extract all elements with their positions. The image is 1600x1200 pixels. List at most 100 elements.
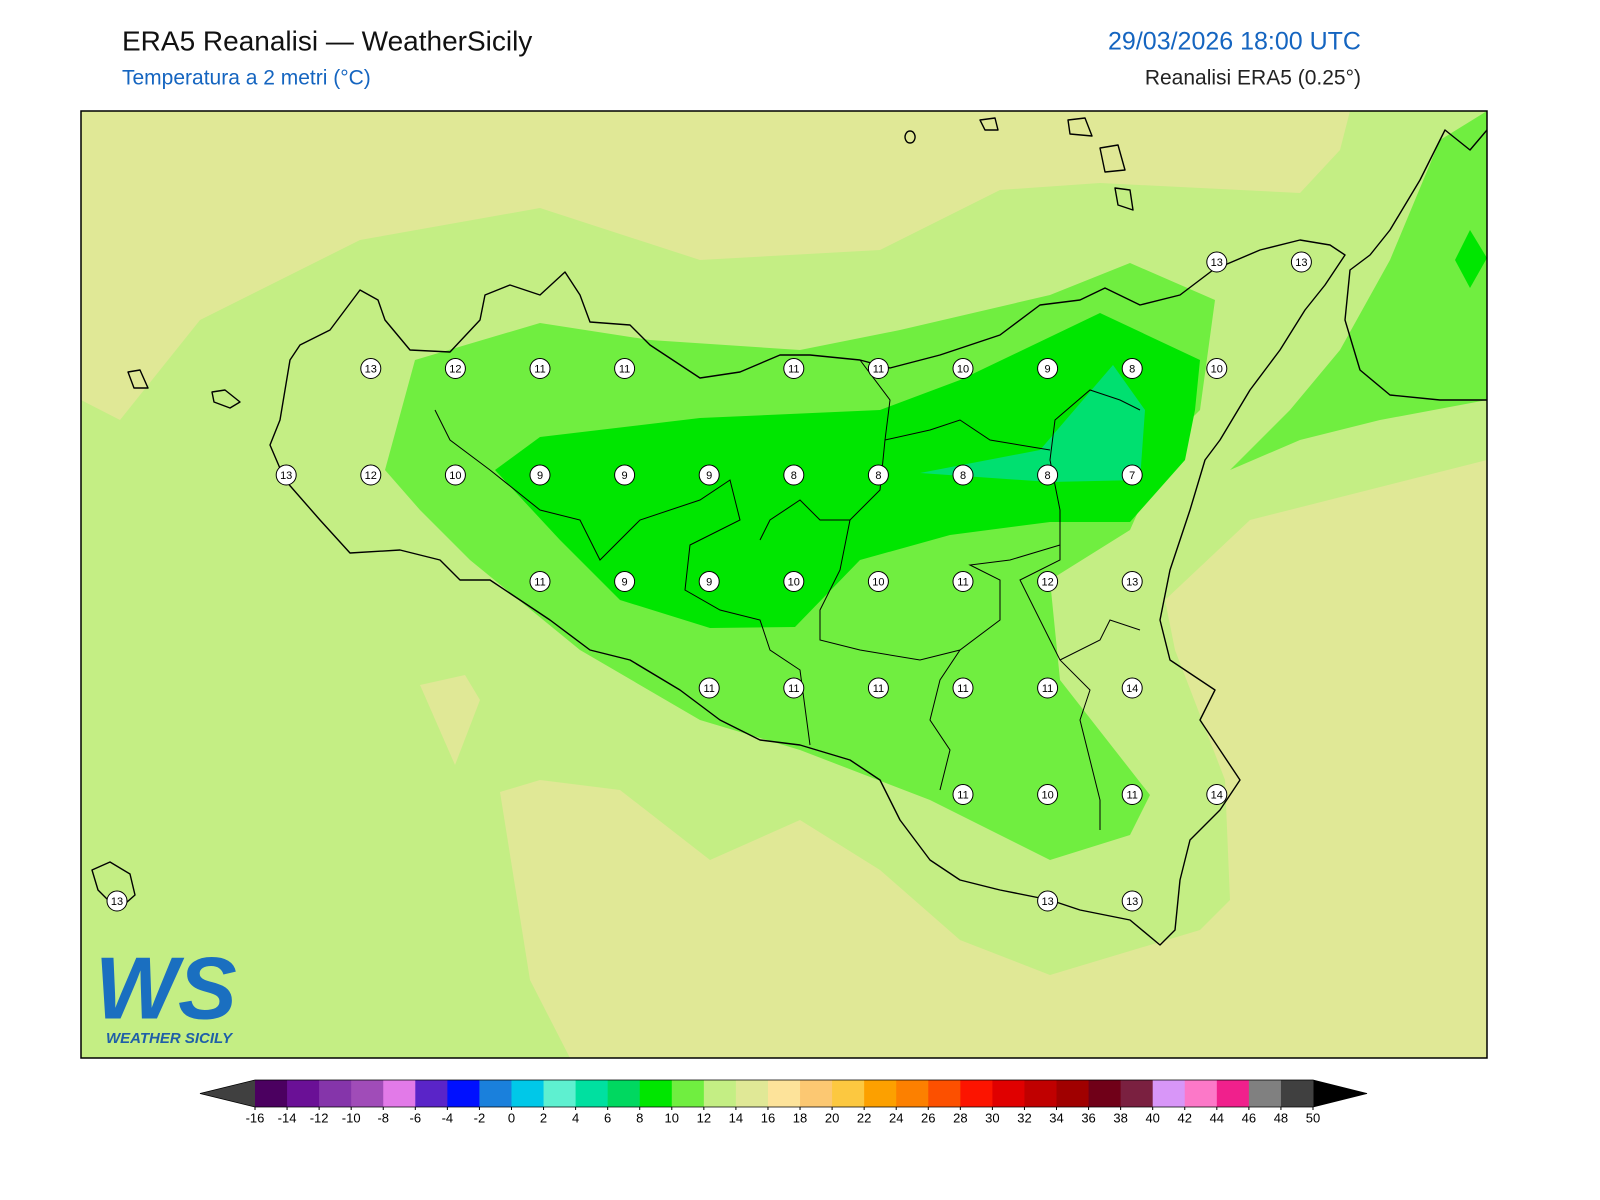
colorbar-box <box>255 1080 288 1107</box>
colorbar-box <box>1184 1080 1218 1107</box>
field <box>495 313 1200 628</box>
colorbar-box <box>992 1080 1025 1107</box>
colorbar-box <box>832 1080 865 1107</box>
colorbar-tick-label: 16 <box>761 1110 775 1125</box>
colorbar: -16 -14 -12 -10 -8 -6 -4 -2 0 2 4 6 8 10 12 14 16 18 20 22 2… <box>199 1079 1368 1125</box>
colorbar-tick-label: -2 <box>474 1110 486 1125</box>
station-value: 8 <box>791 470 797 482</box>
station-value: 11 <box>957 789 968 801</box>
station-marker <box>867 677 889 699</box>
source: Reanalisi ERA5 (0.25°) <box>1145 67 1361 90</box>
station-value: 9 <box>1045 363 1051 375</box>
field <box>1455 230 1487 288</box>
station-marker <box>1037 677 1059 699</box>
station-value: 13 <box>1126 896 1138 908</box>
station-value: 10 <box>1211 363 1223 375</box>
station-marker <box>1037 890 1059 912</box>
colorbar-tick-label: 38 <box>1113 1110 1127 1125</box>
colorbar-tick-label: -14 <box>278 1110 297 1125</box>
colorbar-box <box>1088 1080 1122 1107</box>
colorbar-box <box>639 1080 673 1107</box>
station-value: 13 <box>1041 896 1053 908</box>
station-marker <box>1121 677 1143 699</box>
colorbar-over <box>1313 1080 1367 1107</box>
colorbar-box <box>543 1080 577 1107</box>
station-marker <box>1121 464 1143 486</box>
colorbar-tick-label: 8 <box>636 1110 643 1125</box>
station-value: 13 <box>365 363 377 375</box>
station-value: 12 <box>449 363 461 375</box>
subtitle: Temperatura a 2 metri (°C) <box>122 67 371 90</box>
field <box>81 111 1350 420</box>
station-marker <box>1037 358 1059 379</box>
colorbar-tick-label: -16 <box>246 1110 265 1125</box>
colorbar-tick-label: 30 <box>985 1110 999 1125</box>
colorbar-tick-label: 26 <box>921 1110 935 1125</box>
station-marker <box>783 571 805 592</box>
coastline <box>1344 129 1487 401</box>
station-value: 10 <box>957 363 969 375</box>
colorbar-box <box>575 1080 609 1107</box>
station-marker <box>275 464 297 486</box>
station-value: 11 <box>1042 683 1053 695</box>
station-marker <box>1121 571 1143 592</box>
station-value: 11 <box>1126 789 1137 801</box>
colorbar-box <box>319 1080 352 1107</box>
date: 29/03/2026 18:00 UTC <box>1108 28 1361 56</box>
map <box>81 111 1487 1058</box>
logo-mark: WS <box>95 938 237 1037</box>
station-value: 11 <box>873 683 884 695</box>
colorbar-tick-label: 22 <box>857 1110 871 1125</box>
station-marker <box>783 464 805 486</box>
colorbar-tick-label: 50 <box>1306 1110 1320 1125</box>
colorbar-box <box>1120 1080 1154 1107</box>
field <box>500 460 1487 1058</box>
station-value: 8 <box>875 470 881 482</box>
province-border <box>434 409 811 746</box>
station-marker <box>614 571 636 592</box>
station-marker <box>1290 251 1312 273</box>
colorbar-tick-label: 20 <box>825 1110 839 1125</box>
colorbar-under <box>200 1080 255 1107</box>
station-marker <box>698 464 720 486</box>
field <box>1230 111 1487 470</box>
station-marker <box>360 464 382 486</box>
station-marker <box>1121 358 1143 379</box>
colorbar-tick-label: 4 <box>572 1110 579 1125</box>
station-marker <box>529 358 551 379</box>
colorbar-tick-label: 6 <box>604 1110 611 1125</box>
station-marker <box>783 358 805 379</box>
station-marker <box>867 571 889 592</box>
colorbar-box <box>864 1080 897 1107</box>
station-value: 11 <box>788 363 799 375</box>
station-value: 11 <box>957 683 968 695</box>
station-marker <box>1037 571 1059 592</box>
station-value: 13 <box>111 896 123 908</box>
station-marker <box>106 890 128 912</box>
colorbar-tick-label: 42 <box>1178 1110 1192 1125</box>
station-value: 11 <box>619 363 630 375</box>
colorbar-tick-label: 34 <box>1049 1110 1063 1125</box>
station-value: 14 <box>1126 683 1138 695</box>
station-value: 11 <box>788 683 799 695</box>
colorbar-box <box>703 1080 737 1107</box>
station-value: 8 <box>1045 470 1051 482</box>
station-marker <box>444 358 466 379</box>
colorbar-tick-label: 48 <box>1274 1110 1288 1125</box>
station-marker <box>360 358 382 379</box>
colorbar-box <box>1280 1080 1314 1107</box>
station-value: 9 <box>622 576 628 588</box>
colorbar-tick-label: 14 <box>729 1110 743 1125</box>
colorbar-box <box>671 1080 705 1107</box>
colorbar-box <box>1024 1080 1058 1107</box>
station-value: 10 <box>872 576 884 588</box>
colorbar-tick-label: 36 <box>1081 1110 1095 1125</box>
colorbar-tick-label: 32 <box>1017 1110 1031 1125</box>
station-value: 11 <box>957 576 968 588</box>
colorbar-tick-label: 10 <box>665 1110 679 1125</box>
colorbar-box <box>896 1080 929 1107</box>
station-marker <box>698 677 720 699</box>
station-value: 13 <box>1126 576 1138 588</box>
colorbar-box <box>800 1080 833 1107</box>
